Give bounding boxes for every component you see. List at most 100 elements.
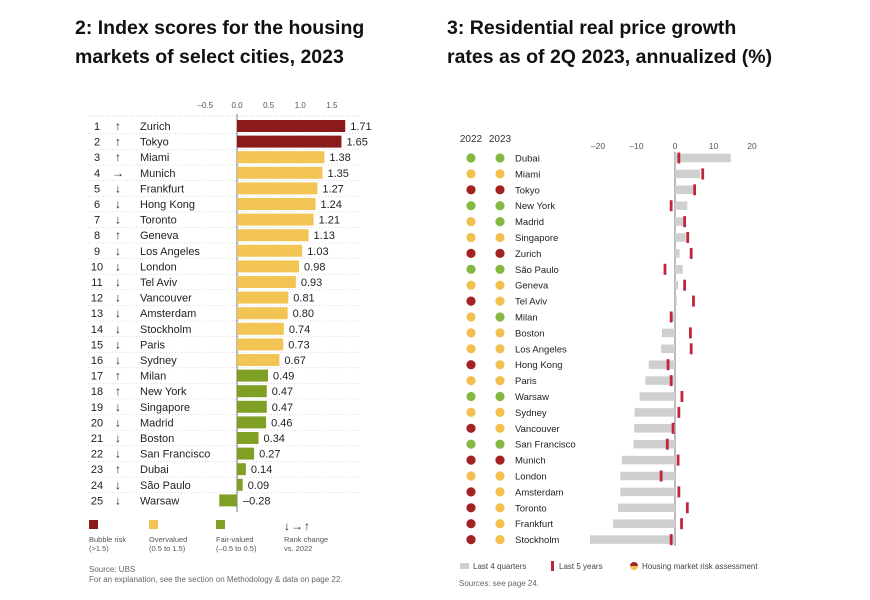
city-label: Singapore [515,233,558,244]
city-label: Los Angeles [140,246,200,258]
risk-dot-2022 [466,169,476,179]
score-value-label: 1.65 [346,137,367,149]
score-value-label: 0.09 [248,480,269,492]
risk-dot-2022 [466,376,476,386]
last-4-quarters-bar [639,392,675,401]
risk-dot-2023 [495,232,505,243]
risk-dot-2023 [495,407,505,417]
rank-change-arrow: ↓ [115,259,121,273]
city-label: San Francisco [140,449,210,461]
risk-dot-2022 [466,248,476,258]
risk-dot-2023 [495,248,505,258]
city-label: Amsterdam [140,308,196,320]
score-value-label: 1.38 [329,152,350,164]
last-5-years-marker [686,232,690,243]
rank-number: 25 [91,495,103,507]
rank-number: 23 [91,464,103,476]
left-note: For an explanation, see the section on M… [89,575,343,584]
legend-label: Last 4 quarters [473,562,526,571]
city-label: Vancouver [140,293,192,305]
last-5-years-marker [669,311,673,323]
legend-label: Bubble risk [89,535,126,544]
rank-number: 17 [91,371,103,383]
rank-change-arrow: ↓ [115,213,121,227]
risk-dot-2022 [466,185,476,195]
last-4-quarters-bar [634,408,675,417]
risk-dot-2022 [466,312,476,322]
score-bar [237,338,284,351]
rank-change-arrow: ↓ [115,197,121,211]
risk-dot-2023 [495,153,505,163]
legend-swatch [89,520,98,529]
risk-dot-2022 [466,280,476,290]
risk-dot-2022 [466,344,476,354]
rank-number: 21 [91,433,103,445]
rank-number: 10 [91,261,103,273]
x-tick-label: –10 [629,141,643,151]
city-label: Sydney [515,408,547,419]
score-value-label: 0.67 [284,355,305,367]
legend-rank-change-symbols: ↓→↑ [284,519,311,533]
score-bar [237,120,346,132]
rank-change-arrow: ↑ [115,228,121,242]
last-4-quarters-bar [675,185,694,195]
city-label: Stockholm [140,324,191,336]
score-bar [237,198,316,210]
score-value-label: 1.24 [320,199,341,211]
score-value-label: 0.46 [271,417,292,429]
risk-dot-2023 [495,328,505,338]
last-4-quarters-bar [675,280,679,290]
left-chart-title: 2: Index scores for the housing markets … [75,17,365,68]
score-bar [237,369,269,382]
rank-number: 7 [94,215,100,227]
last-5-years-marker [669,200,673,212]
risk-dot-2022 [466,201,476,211]
rank-change-arrow: ↓ [115,447,121,461]
city-label: San Francisco [515,440,576,451]
legend-sublabel: (0.5 to 1.5) [149,544,186,553]
risk-dot-2023 [495,487,505,497]
risk-dot-2023 [495,423,505,433]
rank-change-arrow: ↓ [115,322,121,336]
city-label: Dubai [515,154,540,165]
risk-dot-2023 [495,519,505,529]
score-value-label: 1.27 [322,183,343,195]
last-4-quarters-bar [589,535,675,544]
score-value-label: 0.34 [264,433,285,445]
risk-dot-2023 [495,376,505,386]
score-value-label: 1.21 [319,215,340,227]
score-value-label: 0.74 [289,324,310,336]
risk-dot-2023 [495,503,505,513]
risk-dot-2022 [466,264,476,274]
risk-dot-2022 [466,232,476,243]
city-label: New York [140,386,187,398]
rank-change-arrow: ↓ [115,493,121,507]
score-value-label: 0.73 [288,339,309,351]
rank-number: 2 [94,137,100,149]
x-tick-label: –20 [591,141,605,151]
last-4-quarters-bar [620,471,675,481]
rank-change-arrow: → [112,166,124,180]
rank-number: 5 [94,183,100,195]
city-label: Paris [140,339,166,351]
risk-dot-2022 [466,535,476,545]
rank-number: 12 [91,293,103,305]
rank-change-arrow: ↓ [115,306,121,320]
legend-label: Fair-valued [216,535,254,544]
risk-dot-2022 [466,503,476,513]
city-label: Warsaw [140,495,179,507]
legend-label: Last 5 years [559,562,603,571]
last-4-quarters-bar [675,201,688,210]
city-label: Milan [140,371,166,383]
risk-dot-2022 [466,391,476,402]
city-label: Madrid [140,417,174,429]
score-bar [237,182,318,195]
score-bar [237,400,267,413]
last-5-years-marker [680,518,683,530]
risk-dot-2023 [495,391,505,402]
score-bar [237,322,284,335]
rank-number: 15 [91,339,103,351]
last-4-quarters-bar [618,503,675,513]
risk-dot-2022 [466,407,476,417]
column-header-2023: 2023 [489,134,512,145]
